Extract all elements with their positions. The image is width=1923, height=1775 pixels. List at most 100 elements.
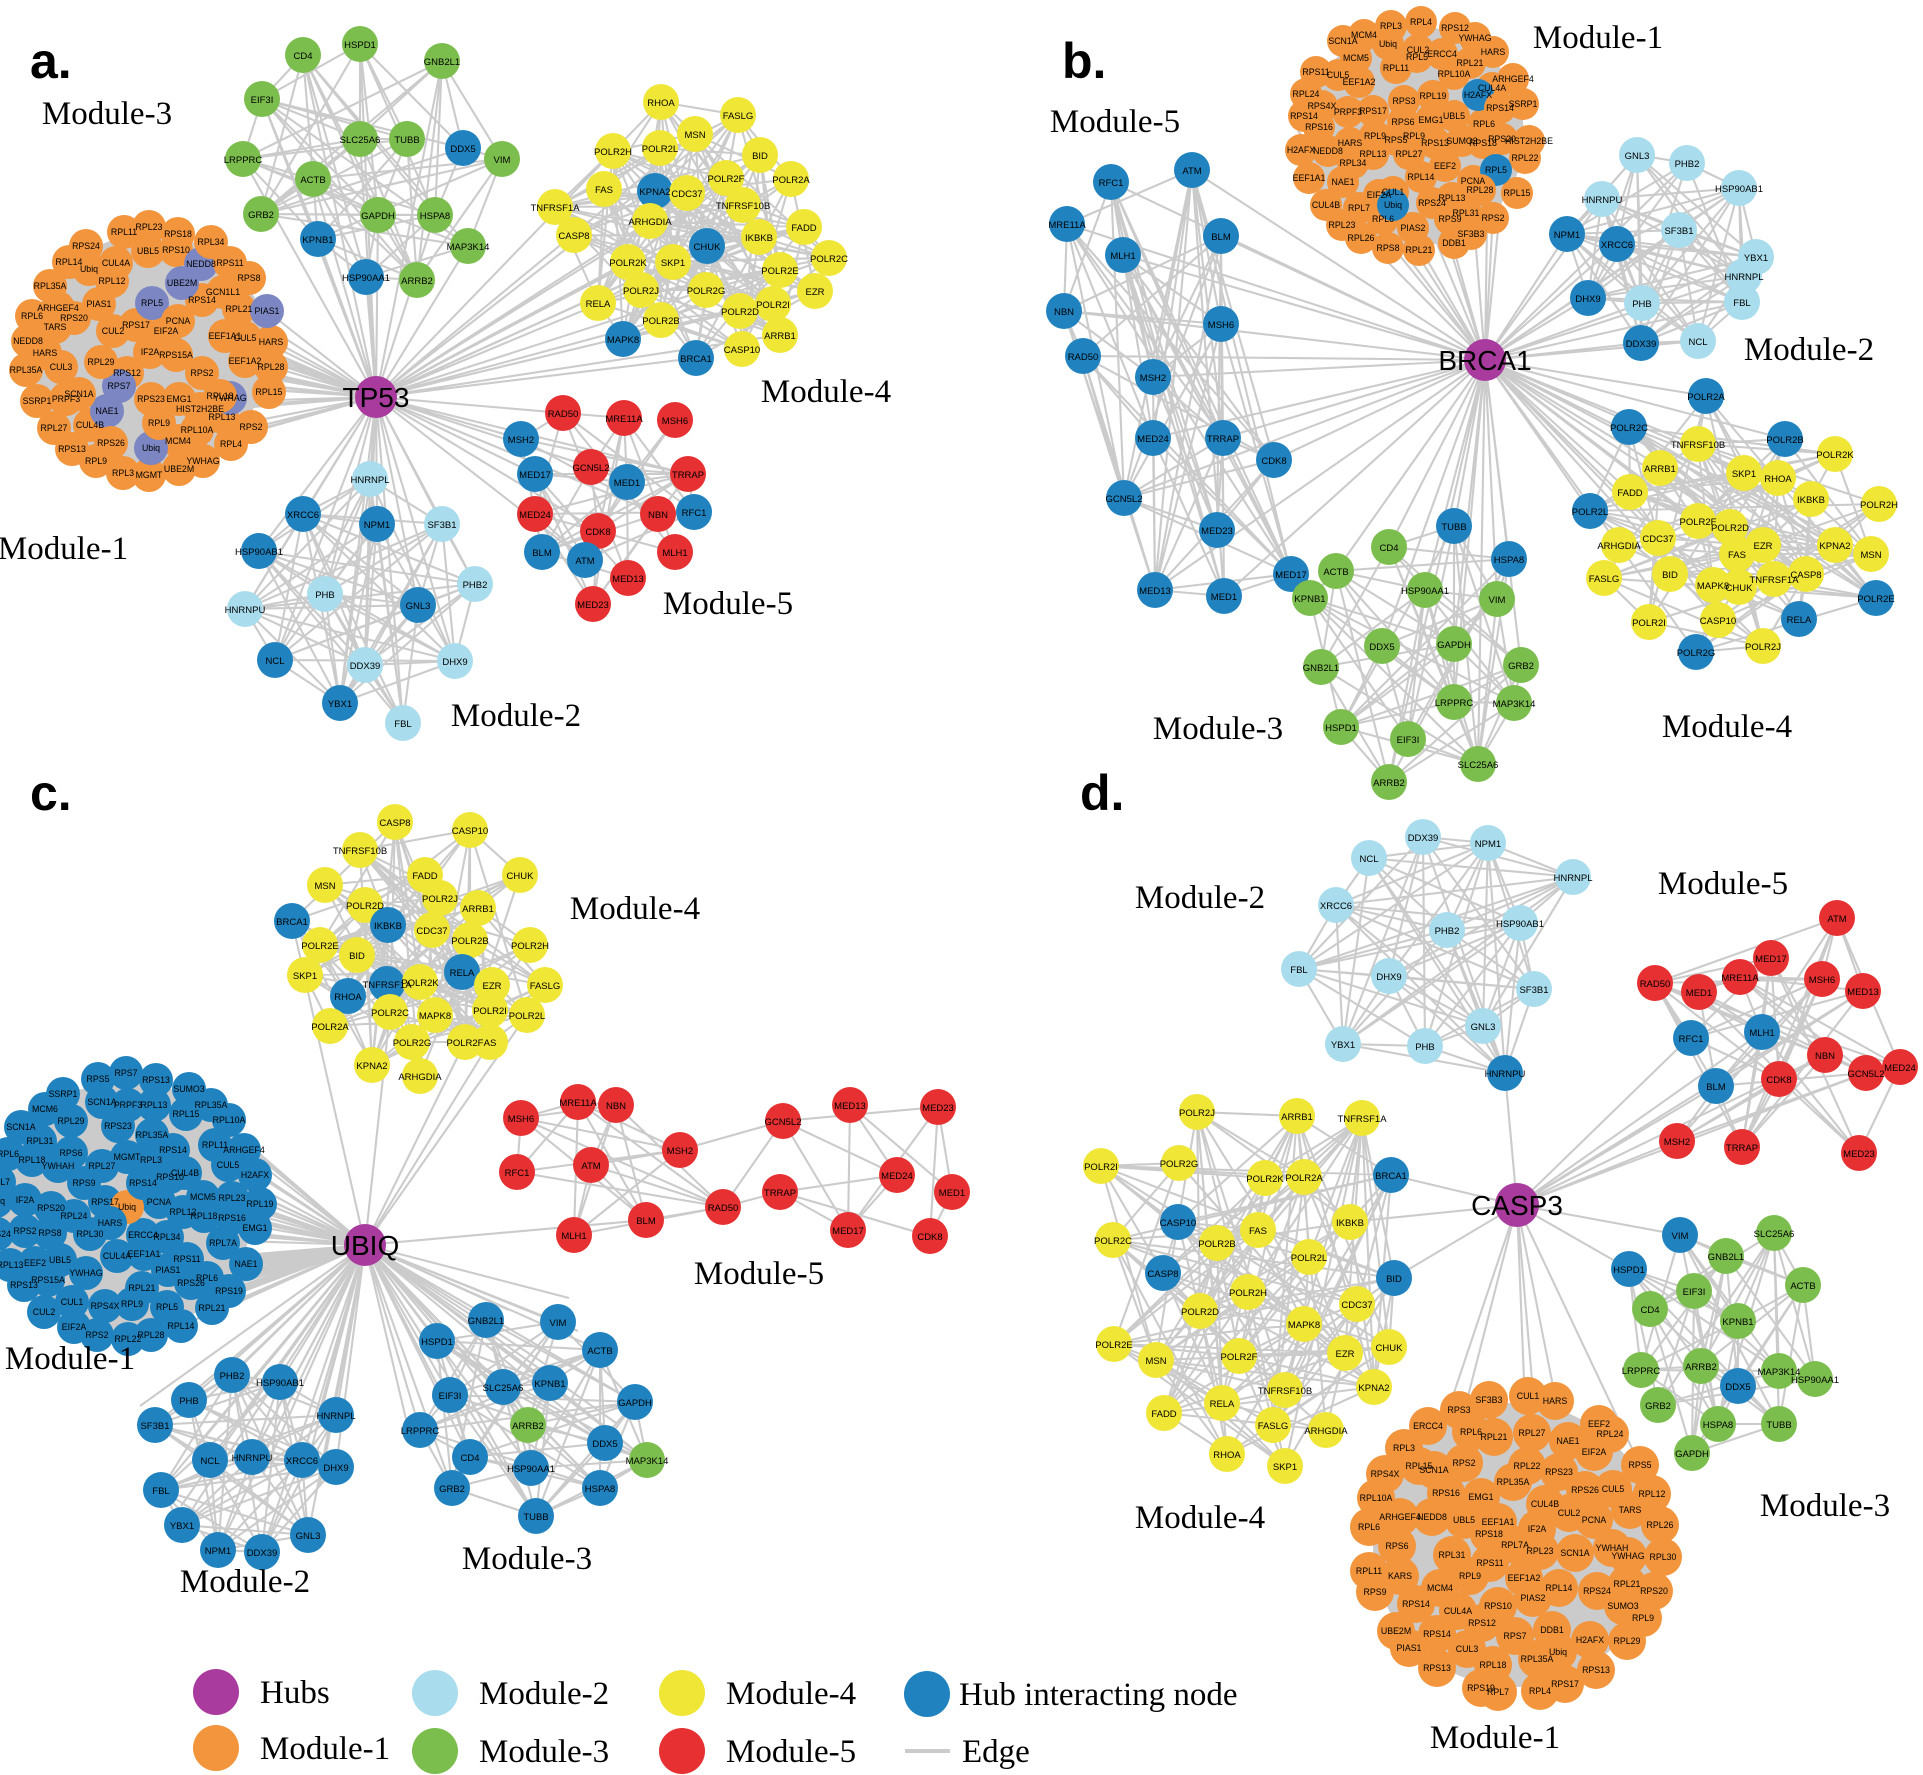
svg-text:EEF2: EEF2 bbox=[1434, 161, 1456, 171]
svg-text:BRCA1: BRCA1 bbox=[1438, 345, 1531, 376]
svg-text:PHB: PHB bbox=[315, 590, 335, 601]
svg-text:DHX9: DHX9 bbox=[1376, 972, 1401, 983]
svg-text:HSPA8: HSPA8 bbox=[585, 1484, 615, 1495]
svg-text:Module-3: Module-3 bbox=[1760, 1488, 1890, 1524]
svg-text:NEDD8: NEDD8 bbox=[13, 336, 43, 346]
svg-text:BRCA1: BRCA1 bbox=[680, 354, 712, 365]
svg-text:PRPF3: PRPF3 bbox=[52, 394, 80, 404]
svg-text:YBX1: YBX1 bbox=[1331, 1040, 1355, 1051]
svg-text:POLR2A: POLR2A bbox=[1285, 1173, 1323, 1184]
svg-text:HARS: HARS bbox=[1481, 47, 1506, 57]
svg-text:TRRAP: TRRAP bbox=[1207, 434, 1239, 445]
svg-text:SF3B1: SF3B1 bbox=[427, 520, 456, 531]
svg-text:RPL9: RPL9 bbox=[1364, 131, 1386, 141]
svg-text:LRPPRC: LRPPRC bbox=[1622, 1366, 1661, 1377]
svg-text:GAPDH: GAPDH bbox=[1675, 1449, 1709, 1460]
svg-text:DDX5: DDX5 bbox=[592, 1439, 617, 1450]
svg-text:POLR2A: POLR2A bbox=[1687, 392, 1725, 403]
svg-text:HNRNPU: HNRNPU bbox=[1582, 195, 1623, 206]
svg-text:MRE11A: MRE11A bbox=[605, 414, 643, 425]
svg-text:NBN: NBN bbox=[1815, 1051, 1835, 1062]
svg-text:POLR2A: POLR2A bbox=[311, 1022, 349, 1033]
svg-text:RPS11: RPS11 bbox=[173, 1254, 200, 1264]
svg-text:MLH1: MLH1 bbox=[662, 548, 687, 559]
svg-text:EIF2A: EIF2A bbox=[1582, 1447, 1607, 1457]
svg-text:CUL4B: CUL4B bbox=[76, 420, 104, 430]
svg-text:HSPD1: HSPD1 bbox=[1325, 723, 1357, 734]
svg-text:IKBKB: IKBKB bbox=[745, 233, 773, 244]
svg-text:RPS13: RPS13 bbox=[1423, 1663, 1451, 1673]
svg-text:PHB2: PHB2 bbox=[1435, 926, 1460, 937]
svg-text:TRRAP: TRRAP bbox=[672, 470, 704, 481]
svg-text:Module-1: Module-1 bbox=[260, 1731, 390, 1767]
svg-text:RFC1: RFC1 bbox=[1679, 1034, 1704, 1045]
svg-text:MSH6: MSH6 bbox=[662, 416, 688, 427]
svg-text:RPL23: RPL23 bbox=[136, 222, 163, 232]
svg-text:GNL3: GNL3 bbox=[1625, 151, 1650, 162]
svg-text:RPS17: RPS17 bbox=[1551, 1679, 1579, 1689]
svg-text:ARRB2: ARRB2 bbox=[512, 1421, 544, 1432]
svg-text:KPNB1: KPNB1 bbox=[534, 1379, 565, 1390]
svg-text:ARRB1: ARRB1 bbox=[462, 904, 494, 915]
svg-text:DDB1: DDB1 bbox=[1442, 238, 1466, 248]
svg-text:TUBB: TUBB bbox=[394, 135, 419, 146]
svg-text:BID: BID bbox=[752, 151, 768, 162]
svg-text:CUL2: CUL2 bbox=[102, 326, 125, 336]
svg-text:MSH6: MSH6 bbox=[1208, 320, 1234, 331]
svg-text:RPL15: RPL15 bbox=[256, 387, 283, 397]
svg-text:CD4: CD4 bbox=[1379, 543, 1398, 554]
svg-text:NPM1: NPM1 bbox=[205, 1546, 231, 1557]
svg-text:Ubiq: Ubiq bbox=[142, 443, 160, 453]
svg-text:GCN5L2: GCN5L2 bbox=[573, 463, 610, 474]
svg-text:RPS24: RPS24 bbox=[72, 241, 100, 251]
svg-text:FBL: FBL bbox=[1733, 298, 1750, 309]
svg-text:RPS23: RPS23 bbox=[1545, 1467, 1573, 1477]
svg-text:MED23: MED23 bbox=[1201, 526, 1233, 537]
svg-text:Ubiq: Ubiq bbox=[0, 1196, 5, 1206]
svg-text:IKBKB: IKBKB bbox=[1336, 1218, 1364, 1229]
svg-text:RPS14: RPS14 bbox=[1290, 111, 1318, 121]
svg-text:HSPA8: HSPA8 bbox=[1703, 1420, 1733, 1431]
svg-text:RPL27: RPL27 bbox=[1396, 149, 1423, 159]
svg-text:SKP1: SKP1 bbox=[293, 971, 317, 982]
svg-text:Hub interacting node: Hub interacting node bbox=[959, 1677, 1238, 1713]
svg-text:EMG1: EMG1 bbox=[1419, 115, 1444, 125]
svg-text:POLR2E: POLR2E bbox=[1857, 594, 1895, 605]
svg-text:HARS: HARS bbox=[1338, 138, 1363, 148]
svg-text:RPL4: RPL4 bbox=[220, 439, 242, 449]
svg-text:Module-5: Module-5 bbox=[663, 586, 793, 622]
svg-text:MLH1: MLH1 bbox=[1749, 1028, 1774, 1039]
svg-text:Module-4: Module-4 bbox=[1135, 1500, 1265, 1536]
svg-text:HSP90AB1: HSP90AB1 bbox=[1496, 919, 1544, 930]
svg-text:Ubiq: Ubiq bbox=[1384, 200, 1402, 210]
svg-text:POLR2E: POLR2E bbox=[761, 266, 799, 277]
svg-text:RPL18: RPL18 bbox=[207, 391, 234, 401]
svg-text:MAPK8: MAPK8 bbox=[1288, 1320, 1320, 1331]
svg-text:CUL5: CUL5 bbox=[217, 1160, 240, 1170]
svg-text:NCL: NCL bbox=[1688, 337, 1707, 348]
svg-text:IF2A: IF2A bbox=[1528, 1524, 1547, 1534]
svg-text:SCN1A: SCN1A bbox=[1560, 1548, 1589, 1558]
svg-text:GNB2L1: GNB2L1 bbox=[1303, 663, 1339, 674]
svg-text:RPS20: RPS20 bbox=[60, 313, 88, 323]
svg-text:YWHAG: YWHAG bbox=[213, 393, 246, 403]
svg-text:H2AFX: H2AFX bbox=[1576, 1635, 1604, 1645]
svg-text:RPS14: RPS14 bbox=[1402, 1599, 1430, 1609]
svg-text:SLC25A6: SLC25A6 bbox=[1458, 760, 1499, 771]
svg-text:HSP90AA1: HSP90AA1 bbox=[507, 1464, 555, 1475]
svg-text:POLR2H: POLR2H bbox=[1229, 1288, 1267, 1299]
svg-text:IF2A: IF2A bbox=[141, 347, 160, 357]
svg-text:HSPA8: HSPA8 bbox=[1494, 555, 1524, 566]
svg-text:RELA: RELA bbox=[1787, 615, 1812, 626]
svg-text:RPL22: RPL22 bbox=[1514, 1461, 1541, 1471]
svg-text:POLR2D: POLR2D bbox=[1181, 1307, 1219, 1318]
svg-text:POLR2L: POLR2L bbox=[1291, 1253, 1327, 1264]
svg-text:EEF1A1: EEF1A1 bbox=[209, 331, 242, 341]
svg-text:RPL10A: RPL10A bbox=[1360, 1493, 1393, 1503]
svg-text:RPL14: RPL14 bbox=[1408, 172, 1435, 182]
svg-text:NAE1: NAE1 bbox=[96, 406, 119, 416]
svg-text:HNRNPU: HNRNPU bbox=[225, 605, 266, 616]
svg-text:ATM: ATM bbox=[1182, 166, 1201, 177]
svg-text:CASP10: CASP10 bbox=[1700, 616, 1736, 627]
svg-text:DDX5: DDX5 bbox=[1369, 642, 1394, 653]
